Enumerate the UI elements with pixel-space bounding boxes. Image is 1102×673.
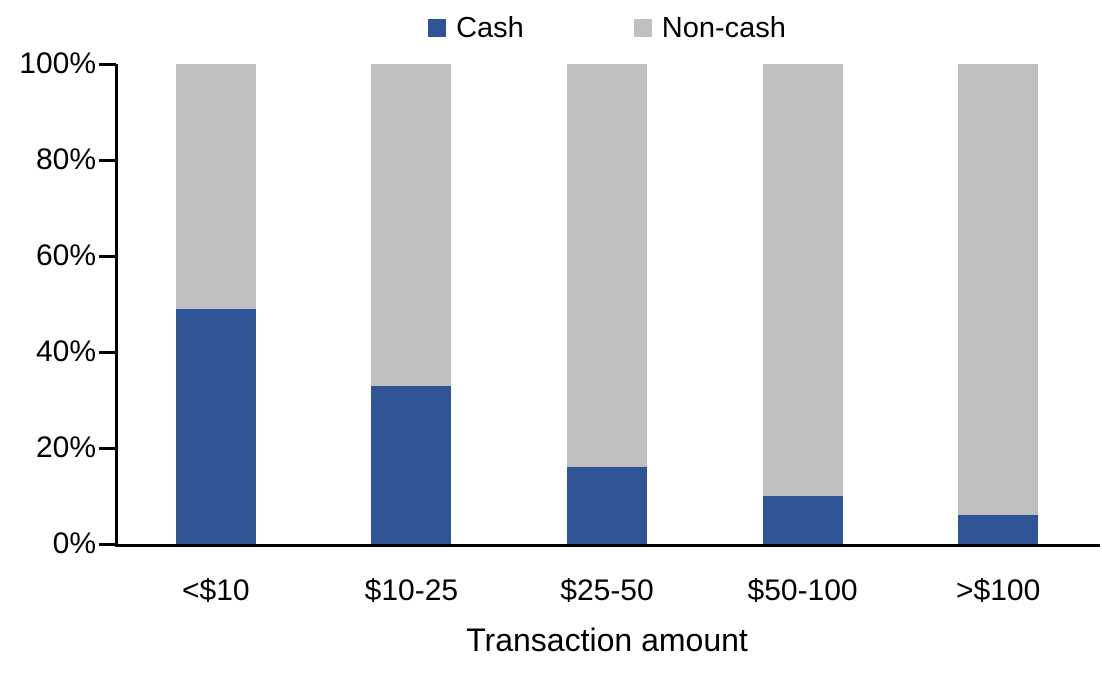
- plot-area: [118, 64, 1096, 544]
- y-tick-label: 80%: [35, 143, 96, 176]
- y-axis-tick: [99, 542, 116, 546]
- y-axis-tick: [99, 158, 116, 162]
- x-axis-line: [115, 544, 1100, 547]
- legend-label: Non-cash: [661, 11, 786, 44]
- legend-item-cash: Cash: [428, 11, 524, 44]
- bar-slot-1: [118, 64, 314, 544]
- legend-label: Cash: [456, 11, 524, 44]
- bar-segment-cash: [371, 385, 452, 544]
- y-tick-label: 0%: [52, 527, 96, 560]
- stacked-bar: [175, 64, 256, 544]
- y-tick-label: 60%: [35, 239, 96, 272]
- bar-segment-non-cash: [958, 64, 1039, 516]
- y-axis-tick: [99, 350, 116, 354]
- y-tick-label: 20%: [35, 431, 96, 464]
- bar-segment-non-cash: [175, 64, 256, 309]
- bar-segment-cash: [762, 496, 843, 544]
- y-tick-label: 100%: [19, 47, 96, 80]
- x-category-label: $50-100: [747, 574, 858, 607]
- y-axis-line: [115, 64, 118, 547]
- stacked-bar: [958, 64, 1039, 544]
- x-category-label: >$100: [956, 574, 1041, 607]
- x-category-label: $25-50: [560, 574, 654, 607]
- x-axis-title: Transaction amount: [466, 622, 748, 658]
- y-axis-tick: [99, 254, 116, 258]
- bar-segment-cash: [175, 308, 256, 544]
- legend-item-non-cash: Non-cash: [633, 11, 786, 44]
- stacked-bar: [762, 64, 843, 544]
- bar-segment-non-cash: [762, 64, 843, 496]
- bar-segment-cash: [566, 467, 647, 544]
- bar-slot-5: [900, 64, 1096, 544]
- x-category-label: $10-25: [364, 574, 459, 607]
- x-category-label: <$10: [182, 574, 250, 607]
- bar-slot-2: [314, 64, 510, 544]
- stacked-bar: [371, 64, 452, 544]
- bar-segment-non-cash: [566, 64, 647, 468]
- bar-slot-3: [509, 64, 705, 544]
- y-tick-label: 40%: [35, 335, 96, 368]
- x-axis-labels: <$10 $10-25 $25-50 $50-100 >$100: [118, 576, 1096, 606]
- bar-segment-cash: [958, 515, 1039, 544]
- legend-swatch-icon: [428, 19, 447, 37]
- bar-segment-non-cash: [371, 64, 452, 386]
- y-axis-tick: [99, 446, 116, 450]
- bar-slot-4: [705, 64, 901, 544]
- chart-legend: Cash Non-cash: [118, 10, 1096, 46]
- y-axis-tick: [99, 62, 116, 66]
- stacked-bar: [566, 64, 647, 544]
- legend-swatch-icon: [633, 19, 652, 37]
